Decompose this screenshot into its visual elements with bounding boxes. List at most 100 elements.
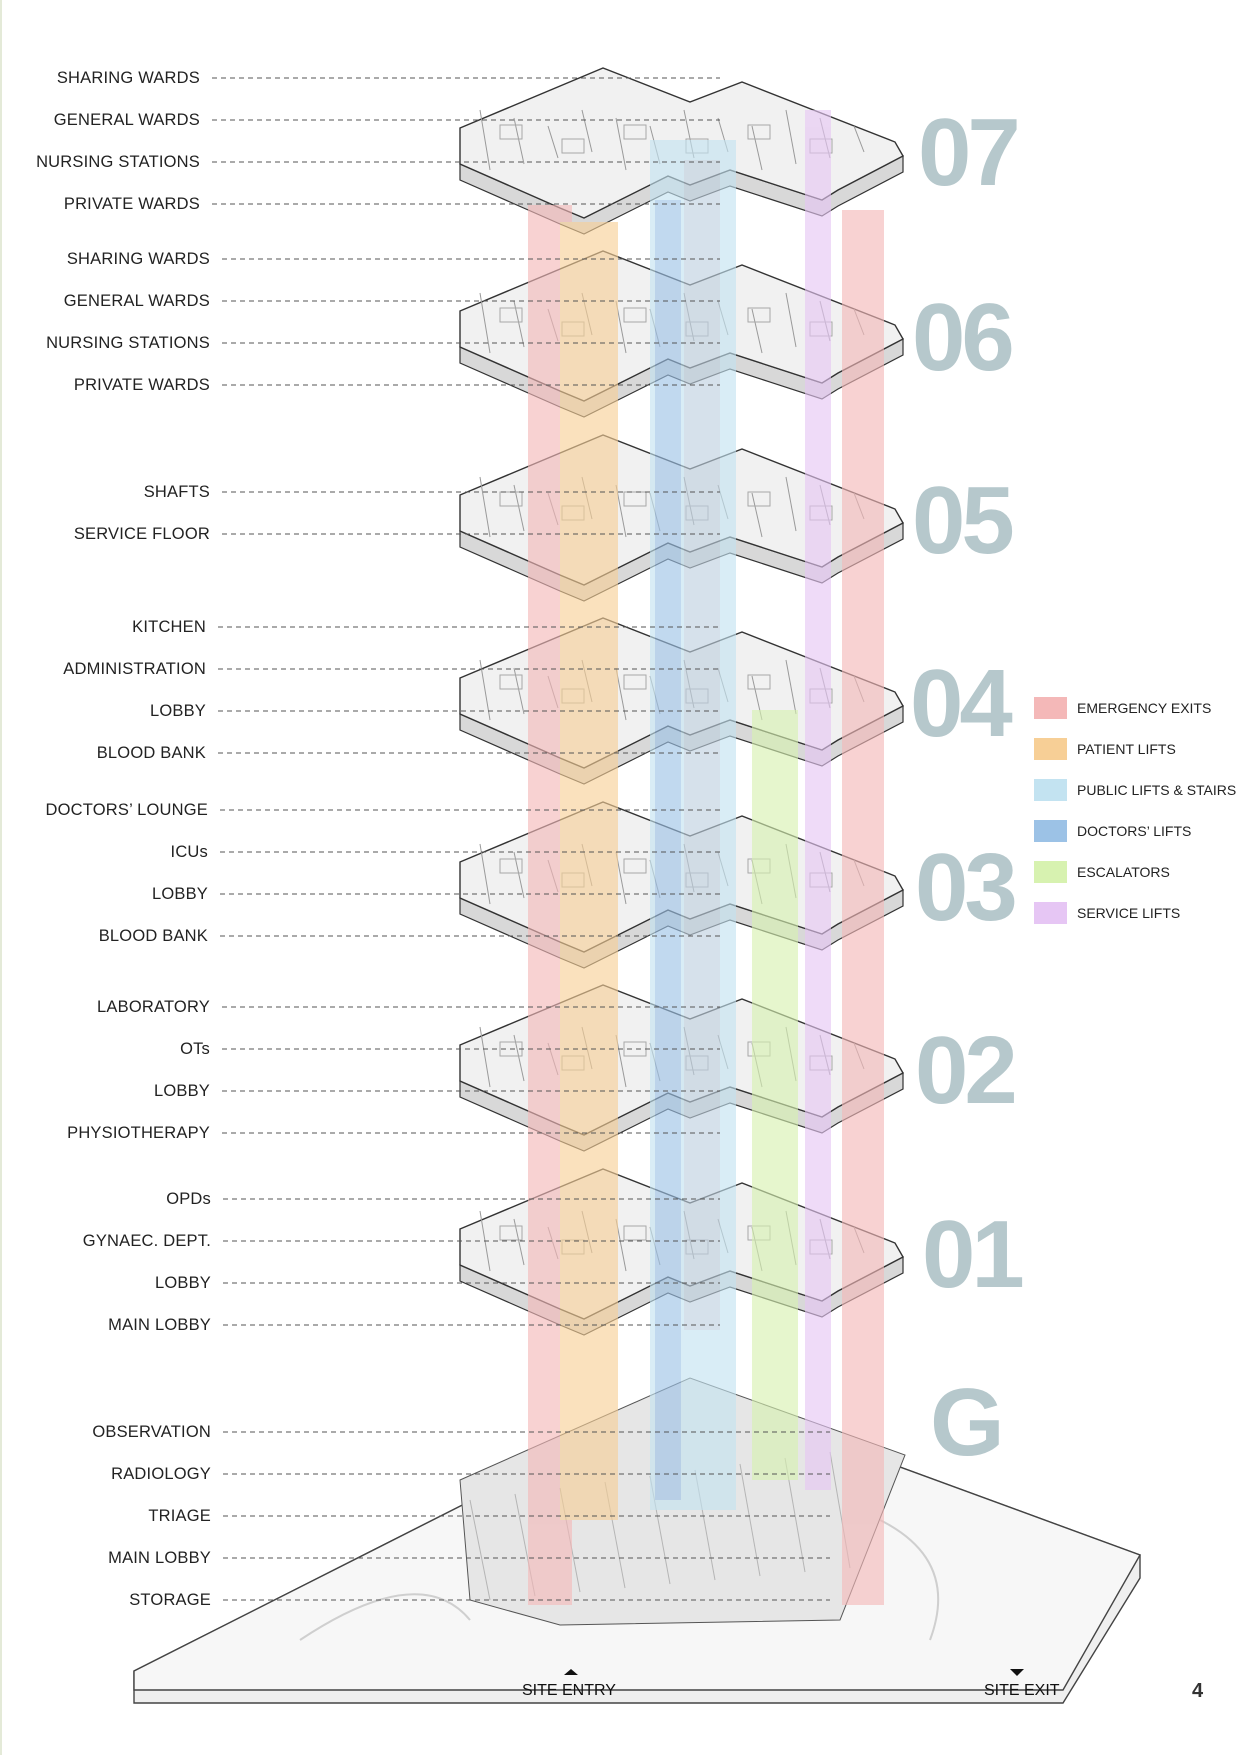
room-label: STORAGE <box>129 1591 211 1609</box>
room-block <box>623 674 647 690</box>
floor-number: 02 <box>915 1017 1018 1124</box>
page-number: 4 <box>1192 1680 1204 1702</box>
ground-room-wall <box>469 1499 491 1601</box>
room-label: BLOOD BANK <box>96 744 206 762</box>
room-partition <box>785 292 797 348</box>
room-partition <box>513 117 525 165</box>
room-partition <box>479 843 491 905</box>
site-path-curve <box>299 1593 471 1641</box>
room-partition <box>615 117 627 171</box>
room-partition <box>479 476 491 538</box>
ground-room-wall <box>739 1463 761 1577</box>
site-entry-label: SITE ENTRY <box>522 1682 616 1699</box>
room-label: SERVICE FLOOR <box>73 525 210 543</box>
legend-swatch <box>1034 902 1067 924</box>
room-partition <box>479 292 491 354</box>
legend-item: PATIENT LIFTS <box>1034 738 1176 760</box>
room-partition <box>751 492 763 538</box>
room-block <box>499 674 523 690</box>
legend-swatch <box>1034 738 1067 760</box>
core-patient-lifts <box>560 222 618 1520</box>
legend-swatch <box>1034 779 1067 801</box>
room-partition <box>751 308 763 354</box>
room-label: PRIVATE WARDS <box>73 376 210 394</box>
room-partition <box>513 1034 525 1082</box>
room-label: PHYSIOTHERAPY <box>67 1124 210 1142</box>
room-partition <box>479 109 491 171</box>
legend-item: SERVICE LIFTS <box>1034 902 1180 924</box>
room-label: GYNAEC. DEPT. <box>82 1232 211 1250</box>
legend-swatch <box>1034 697 1067 719</box>
room-block <box>747 491 771 507</box>
legend-item: EMERGENCY EXITS <box>1034 697 1211 719</box>
room-block <box>499 858 523 874</box>
floor-number: 01 <box>922 1201 1025 1308</box>
room-block <box>623 307 647 323</box>
room-block <box>623 1225 647 1241</box>
room-label: GENERAL WARDS <box>63 292 210 310</box>
room-label: GENERAL WARDS <box>53 111 200 129</box>
legend-label: ESCALATORS <box>1077 864 1170 880</box>
room-label: NURSING STATIONS <box>36 153 200 171</box>
room-label: MAIN LOBBY <box>108 1316 211 1334</box>
room-partition <box>547 125 559 159</box>
room-label: LOBBY <box>149 702 206 720</box>
legend-label: DOCTORS’ LIFTS <box>1077 823 1192 839</box>
legend-swatch <box>1034 820 1067 842</box>
site-exit-arrow-icon <box>1010 1669 1024 1676</box>
room-block <box>561 138 585 154</box>
room-label: ADMINISTRATION <box>63 660 206 678</box>
core-emergency-exits <box>842 210 884 1605</box>
room-partition <box>513 1218 525 1266</box>
legend-item: PUBLIC LIFTS & STAIRS <box>1034 779 1236 801</box>
room-label: LOBBY <box>151 885 208 903</box>
room-block <box>747 307 771 323</box>
core-doctors-lifts <box>655 200 681 1500</box>
floor-number: 04 <box>910 650 1013 757</box>
site-exit-label: SITE EXIT <box>984 1682 1060 1699</box>
room-label: OPDs <box>166 1190 211 1208</box>
room-partition <box>479 659 491 721</box>
room-partition <box>853 125 865 153</box>
room-label: RADIOLOGY <box>111 1465 211 1483</box>
floor-number: G <box>930 1369 1005 1476</box>
room-block <box>499 124 523 140</box>
legend-label: EMERGENCY EXITS <box>1077 700 1212 716</box>
room-block <box>499 1225 523 1241</box>
floor-number: 06 <box>912 284 1015 391</box>
circulation-cores <box>528 110 884 1605</box>
room-label: SHARING WARDS <box>66 250 210 268</box>
room-partition <box>479 1026 491 1088</box>
room-partition <box>785 476 797 532</box>
legend-label: PATIENT LIFTS <box>1077 741 1176 757</box>
room-label: OTs <box>180 1040 210 1058</box>
room-label: ICUs <box>170 843 208 861</box>
room-block <box>747 124 771 140</box>
room-block <box>623 858 647 874</box>
room-block <box>499 307 523 323</box>
room-label: LABORATORY <box>97 998 210 1016</box>
room-partition <box>513 300 525 348</box>
room-partition <box>513 484 525 532</box>
site-ramp-curve <box>879 1519 940 1641</box>
room-label: KITCHEN <box>132 618 206 636</box>
core-escalators <box>752 710 798 1480</box>
floor-number: 03 <box>915 834 1018 941</box>
room-label: LOBBY <box>153 1082 210 1100</box>
room-label: NURSING STATIONS <box>46 334 210 352</box>
room-label: DOCTORS’ LOUNGE <box>45 801 208 819</box>
room-block <box>623 491 647 507</box>
room-partition <box>581 109 593 153</box>
floor-number: 07 <box>918 99 1021 206</box>
page-edge-line <box>0 0 2 1755</box>
legend-label: PUBLIC LIFTS & STAIRS <box>1077 782 1237 798</box>
room-label: OBSERVATION <box>92 1423 211 1441</box>
core-service-lifts <box>805 110 831 1490</box>
room-partition <box>513 851 525 899</box>
stair-shaft <box>684 160 720 1330</box>
room-partition <box>785 659 797 715</box>
room-partition <box>785 109 797 165</box>
legend-label: SERVICE LIFTS <box>1077 905 1181 921</box>
